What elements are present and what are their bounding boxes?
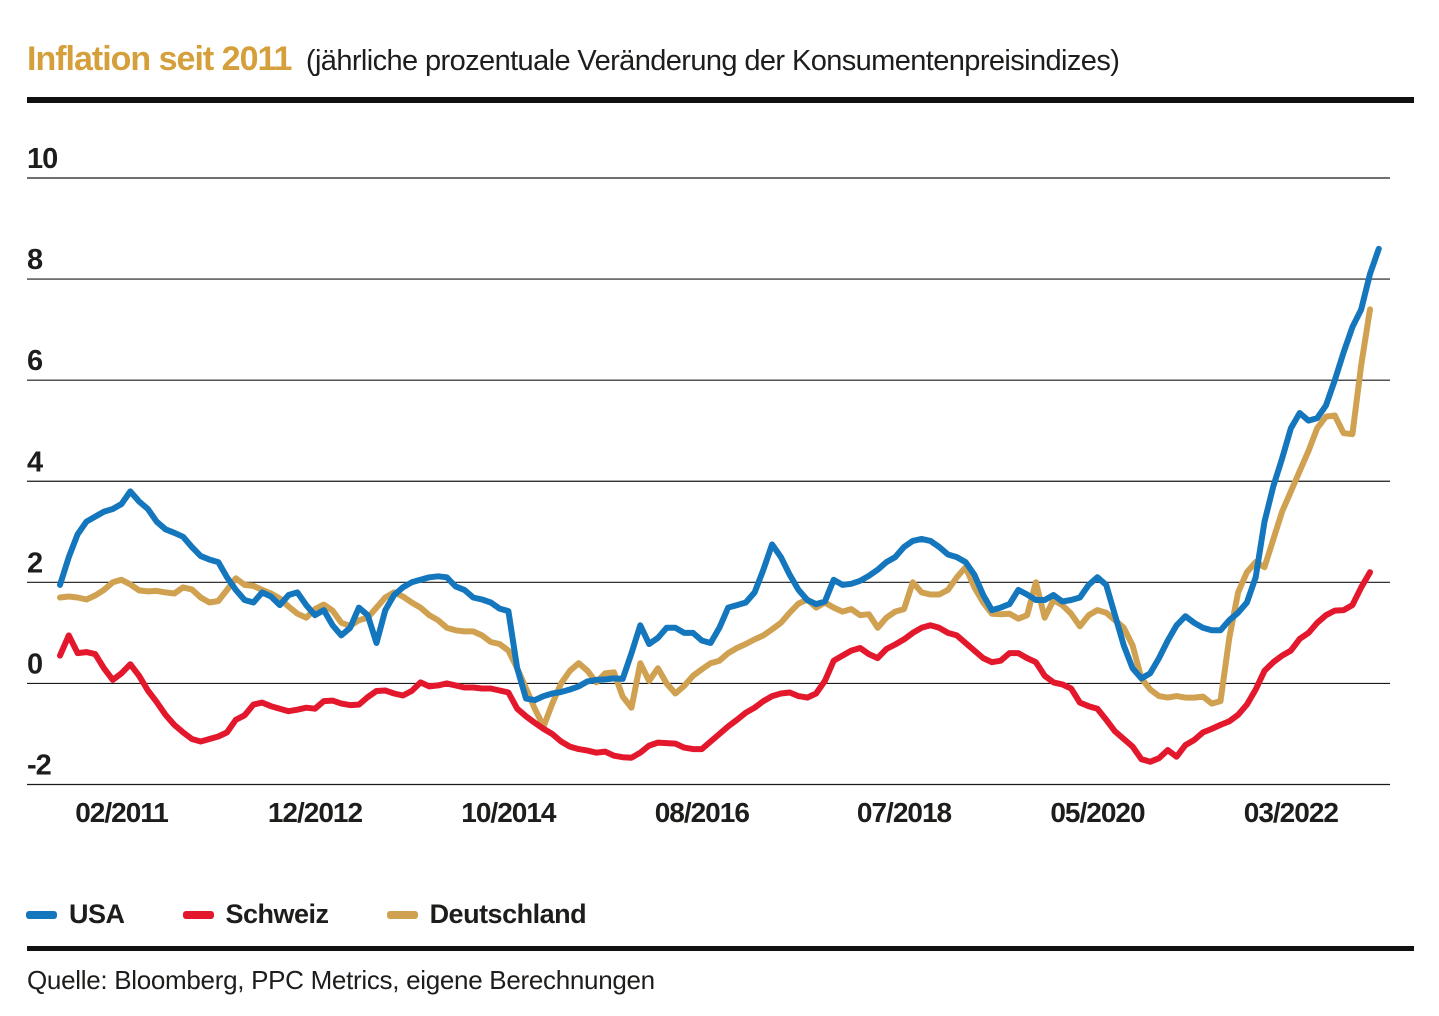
source-note: Quelle: Bloomberg, PPC Metrics, eigene B… [27, 965, 655, 995]
legend-item-schweiz: Schweiz [182, 899, 330, 930]
x-axis-label-05-2020: 05/2020 [1050, 797, 1145, 828]
y-axis-label-2: 2 [27, 547, 42, 579]
y-axis-label-6: 6 [27, 345, 43, 377]
page-title: Inflation seit 2011 (jährliche prozentua… [27, 40, 1417, 79]
legend-label: Schweiz [225, 899, 330, 929]
bottom-divider [27, 946, 1414, 951]
chart-subtitle: (jährliche prozentuale Veränderung der K… [305, 45, 1120, 77]
legend-swatch-icon [182, 910, 214, 919]
x-axis-label-02-2011: 02/2011 [75, 797, 168, 828]
y-axis-label-8: 8 [27, 244, 43, 276]
y-axis-label-0: 0 [27, 648, 42, 680]
x-axis-label-07-2018: 07/2018 [857, 797, 952, 828]
x-axis-label-12-2012: 12/2012 [268, 797, 363, 828]
legend-swatch-icon [26, 910, 57, 919]
series-line-usa [57, 245, 1382, 704]
legend: USA Schweiz Deutschland [26, 899, 587, 930]
top-divider [27, 97, 1414, 103]
x-axis-label-03-2022: 03/2022 [1244, 797, 1339, 828]
series-line-deutschland [57, 306, 1373, 730]
chart-title: Inflation seit 2011 [27, 40, 292, 78]
x-axis-label-08-2016: 08/2016 [655, 797, 750, 828]
legend-item-deutschland: Deutschland [386, 899, 587, 930]
x-axis-label-10-2014: 10/2014 [461, 797, 557, 828]
legend-label: Deutschland [429, 899, 587, 929]
series-line-schweiz [57, 569, 1373, 765]
y-axis-label-10: 10 [27, 143, 57, 175]
legend-swatch-icon [386, 910, 418, 919]
y-axis-label-4: 4 [27, 446, 43, 478]
y-axis-label--2: -2 [27, 750, 51, 782]
legend-item-usa: USA [26, 899, 125, 930]
legend-label: USA [69, 899, 125, 929]
